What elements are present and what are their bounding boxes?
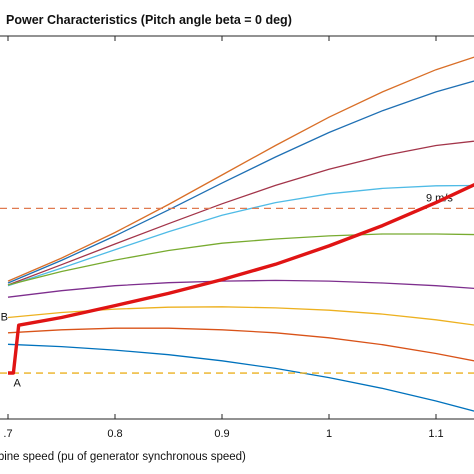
chart-title: Power Characteristics (Pitch angle beta …: [6, 13, 292, 27]
x-tick-label: 0.9: [214, 428, 229, 440]
x-tick-label: .7: [3, 428, 12, 440]
series-line-4: [7, 184, 474, 287]
series-line-9: [7, 343, 474, 412]
series-line-3: [7, 140, 474, 286]
series-line-1: [7, 56, 474, 282]
series-line-8: [7, 327, 474, 362]
annotations: BA: [1, 311, 22, 389]
reference-lines: 9 m/s: [0, 192, 474, 374]
point-label-a: A: [13, 378, 21, 390]
plot-area: [0, 36, 474, 419]
point-label-b: B: [1, 311, 8, 323]
x-axis-ticks: .7 0.8 0.9 1 1.1: [3, 36, 444, 440]
series-line-5: [7, 233, 474, 286]
series-layer: [7, 56, 474, 412]
max-power-curve-layer: [8, 183, 474, 375]
series-line-2: [7, 80, 474, 284]
x-tick-label: 1: [326, 428, 332, 440]
series-line-6: [7, 279, 474, 298]
max-power-curve: [8, 183, 474, 375]
x-axis-label: rbine speed (pu of generator synchronous…: [0, 451, 246, 463]
x-tick-label: 1.1: [428, 428, 443, 440]
x-tick-label: 0.8: [107, 428, 122, 440]
reference-line-label: 9 m/s: [426, 192, 453, 204]
